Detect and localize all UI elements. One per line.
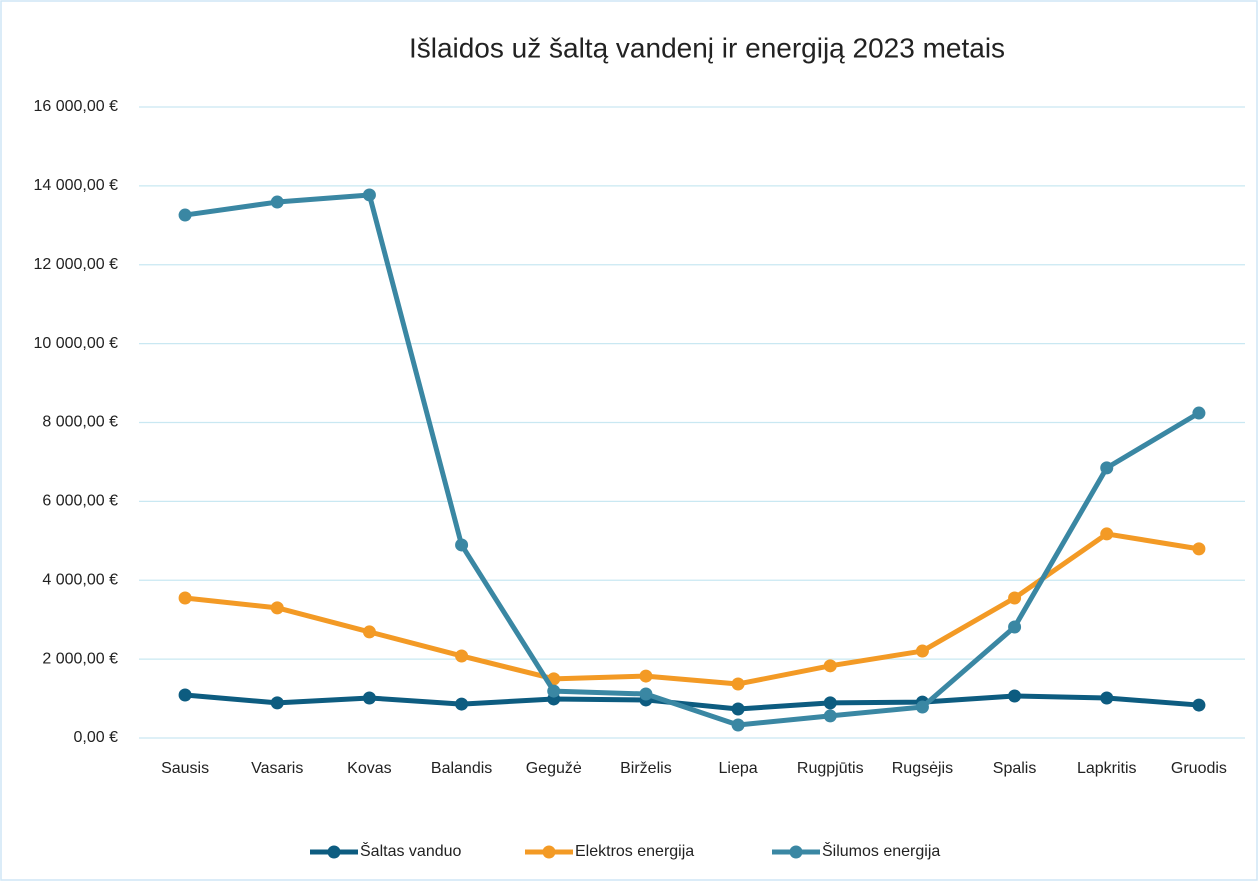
data-point bbox=[915, 700, 929, 714]
data-point bbox=[731, 702, 745, 716]
data-point bbox=[455, 697, 469, 711]
legend-label: Šaltas vanduo bbox=[360, 841, 462, 860]
data-point bbox=[639, 687, 653, 701]
data-point bbox=[639, 669, 653, 683]
y-tick-label: 0,00 € bbox=[74, 729, 119, 746]
legend-marker bbox=[542, 845, 556, 859]
data-point bbox=[178, 208, 192, 222]
y-tick-label: 10 000,00 € bbox=[33, 335, 118, 352]
series-line bbox=[184, 531, 1200, 687]
series-line bbox=[184, 692, 1200, 712]
y-tick-label: 2 000,00 € bbox=[42, 650, 118, 667]
x-tick-label: Birželis bbox=[620, 760, 672, 777]
y-tick-label: 16 000,00 € bbox=[33, 98, 118, 115]
x-tick-label: Liepa bbox=[719, 760, 758, 777]
data-point bbox=[1008, 689, 1022, 703]
x-tick-label: Rugpjūtis bbox=[797, 760, 864, 777]
data-point bbox=[1192, 698, 1206, 712]
data-point bbox=[270, 195, 284, 209]
data-point bbox=[362, 625, 376, 639]
data-point bbox=[823, 659, 837, 673]
data-point bbox=[178, 591, 192, 605]
x-tick-label: Sausis bbox=[161, 760, 209, 777]
x-tick-label: Rugsėjis bbox=[892, 760, 953, 777]
legend-marker bbox=[789, 845, 803, 859]
x-tick-label: Lapkritis bbox=[1077, 760, 1137, 777]
x-tick-label: Gegužė bbox=[526, 760, 582, 777]
series-line bbox=[184, 192, 1201, 728]
x-tick-label: Vasaris bbox=[251, 760, 303, 777]
x-tick-label: Gruodis bbox=[1171, 760, 1227, 777]
data-point bbox=[1192, 406, 1206, 420]
y-tick-label: 8 000,00 € bbox=[42, 414, 118, 431]
legend-label: Šilumos energija bbox=[822, 841, 940, 860]
data-point bbox=[270, 696, 284, 710]
data-point bbox=[178, 688, 192, 702]
y-tick-label: 12 000,00 € bbox=[33, 256, 118, 273]
legend-label: Elektros energija bbox=[575, 843, 694, 860]
data-point bbox=[362, 188, 376, 202]
legend-marker bbox=[327, 845, 341, 859]
data-point bbox=[1100, 691, 1114, 705]
data-point bbox=[1008, 620, 1022, 634]
data-point bbox=[455, 538, 469, 552]
data-point bbox=[1100, 527, 1114, 541]
data-point bbox=[1008, 591, 1022, 605]
data-point bbox=[731, 677, 745, 691]
data-point bbox=[455, 649, 469, 663]
data-point bbox=[823, 709, 837, 723]
data-point bbox=[270, 601, 284, 615]
data-point bbox=[547, 684, 561, 698]
data-point bbox=[1100, 461, 1114, 475]
y-tick-label: 14 000,00 € bbox=[33, 177, 118, 194]
x-tick-label: Spalis bbox=[993, 760, 1037, 777]
data-point bbox=[731, 718, 745, 732]
data-point bbox=[823, 696, 837, 710]
data-point bbox=[1192, 542, 1206, 556]
y-tick-label: 4 000,00 € bbox=[42, 571, 118, 588]
y-tick-label: 6 000,00 € bbox=[42, 493, 118, 510]
x-tick-label: Kovas bbox=[347, 760, 391, 777]
x-tick-label: Balandis bbox=[431, 760, 492, 777]
data-point bbox=[915, 644, 929, 658]
chart-title: Išlaidos už šaltą vandenį ir energiją 20… bbox=[409, 32, 1005, 63]
data-point bbox=[362, 691, 376, 705]
